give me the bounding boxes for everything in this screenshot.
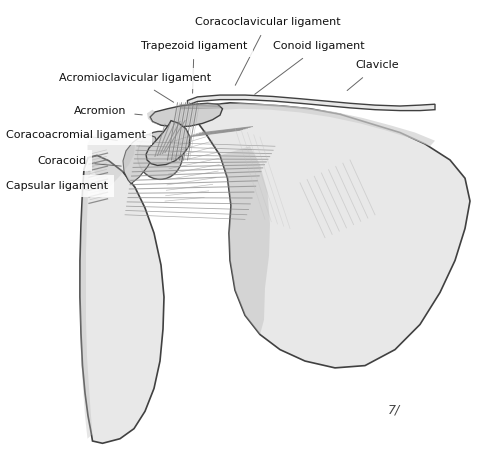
Polygon shape [150, 103, 222, 127]
Text: Trapezoid ligament: Trapezoid ligament [141, 41, 247, 93]
Text: Coracoacromial ligament: Coracoacromial ligament [6, 130, 146, 140]
Polygon shape [146, 121, 190, 165]
Text: Acromioclavicular ligament: Acromioclavicular ligament [59, 73, 211, 102]
Text: Clavicle: Clavicle [347, 60, 400, 90]
Polygon shape [220, 146, 270, 335]
Ellipse shape [138, 132, 182, 180]
Polygon shape [80, 161, 95, 439]
Polygon shape [123, 134, 158, 184]
Text: Capsular ligament: Capsular ligament [6, 181, 108, 191]
Polygon shape [188, 95, 435, 111]
Polygon shape [190, 103, 435, 146]
Text: Coracoid: Coracoid [38, 156, 121, 166]
Polygon shape [190, 103, 470, 368]
Polygon shape [88, 133, 135, 197]
Text: Coracoclavicular ligament: Coracoclavicular ligament [194, 17, 340, 85]
Polygon shape [80, 155, 164, 443]
Polygon shape [147, 110, 161, 125]
Text: Acromion: Acromion [74, 106, 142, 116]
Text: 7/: 7/ [388, 404, 400, 417]
Text: Conoid ligament: Conoid ligament [254, 41, 365, 94]
